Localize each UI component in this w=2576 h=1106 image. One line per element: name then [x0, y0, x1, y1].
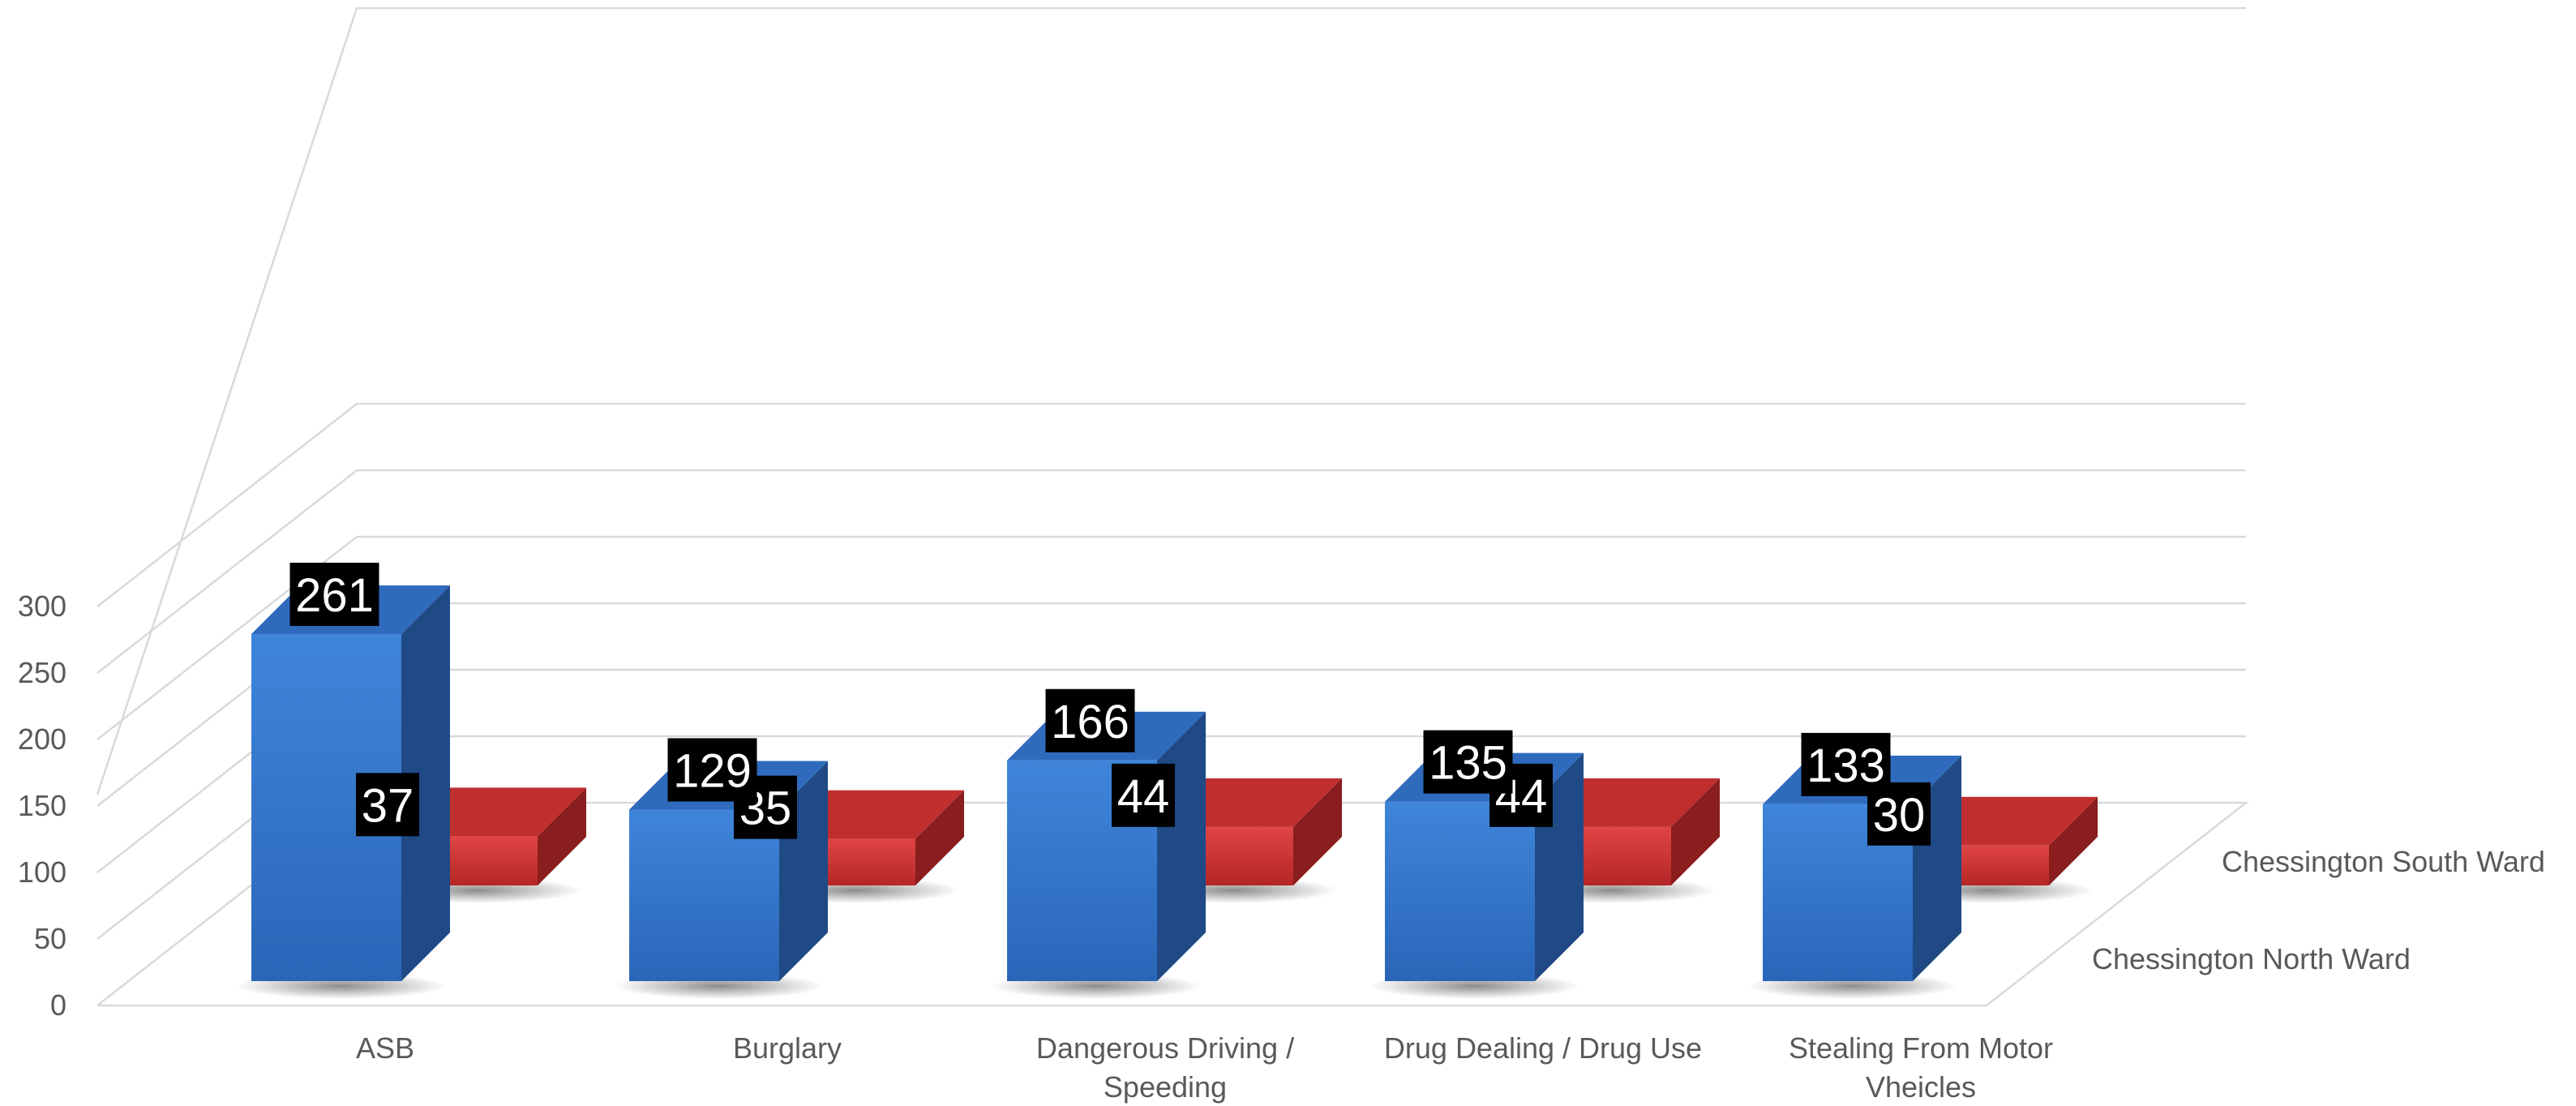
data-label-chessington-south-ward-dangerous-driving-speeding: 44: [1112, 763, 1175, 827]
y-tick-label: 250: [18, 656, 66, 689]
y-tick-label: 300: [18, 589, 66, 623]
category-label-burglary: Burglary: [733, 1031, 842, 1065]
y-tick-label: 200: [18, 722, 66, 756]
category-label-line: ASB: [356, 1031, 414, 1065]
category-label-stealing-from-motor-vheicles: Stealing From Motor Vheicles: [1789, 1031, 2053, 1104]
data-label-chessington-north-ward-burglary: 129: [667, 738, 757, 802]
y-tick-label: 50: [34, 922, 66, 955]
data-label-chessington-south-ward-drug-dealing-drug-use: 44: [1489, 763, 1553, 827]
data-label-text: 166: [1051, 696, 1129, 748]
bar-side: [915, 790, 964, 885]
y-tick-label: 0: [50, 988, 66, 1022]
bar-side: [2049, 796, 2098, 885]
data-label-text: 261: [295, 569, 374, 622]
y-tick-label: 150: [18, 789, 66, 822]
data-label-chessington-north-ward-stealing-from-motor-vheicles: 133: [1801, 732, 1891, 796]
gridline-300: [96, 402, 2246, 607]
category-label-line: Dangerous Driving /: [1036, 1031, 1294, 1065]
category-label-line: Speeding: [1104, 1070, 1227, 1104]
bar-chessington-north-ward-dangerous-driving-speeding: [992, 711, 1206, 999]
data-label-text: 30: [1873, 789, 1926, 842]
category-label-line: Drug Dealing / Drug Use: [1384, 1031, 1702, 1065]
data-label-text: 129: [673, 744, 752, 797]
category-label-line: Vheicles: [1866, 1070, 1976, 1104]
data-label-chessington-north-ward-asb: 261: [289, 562, 379, 626]
data-label-text: 44: [1117, 770, 1170, 823]
category-label-line: Burglary: [733, 1031, 842, 1065]
y-axis: 0 50 100 150 200 250 300: [18, 589, 66, 1022]
category-label-dangerous-driving-speeding: Dangerous Driving / Speeding: [1036, 1031, 1294, 1104]
data-label-bg: [1112, 763, 1175, 827]
category-axis: ASB Burglary Dangerous Driving / Speeding Dr…: [356, 1031, 2053, 1104]
series-label-chessington-south-ward: Chessington South Ward: [2222, 845, 2545, 878]
data-label-bg: [289, 562, 379, 626]
gridline-200: [96, 535, 2246, 740]
data-label-bg: [667, 738, 757, 802]
bar-side: [401, 585, 450, 981]
data-label-text: 133: [1807, 739, 1885, 792]
gridline-250: [96, 469, 2246, 674]
data-label-chessington-south-ward-stealing-from-motor-vheicles: 30: [1867, 782, 1931, 846]
data-label-chessington-south-ward-asb: 37: [356, 773, 419, 837]
data-label-chessington-north-ward-dangerous-driving-speeding: 166: [1045, 688, 1135, 752]
category-label-drug-dealing-drug-use: Drug Dealing / Drug Use: [1384, 1031, 1702, 1065]
bar-side: [1671, 778, 1720, 885]
category-label-line: Stealing From Motor: [1789, 1031, 2053, 1065]
data-label-bg: [1045, 688, 1135, 752]
data-label-bg: [356, 773, 419, 837]
series-label-chessington-north-ward: Chessington North Ward: [2092, 942, 2411, 975]
y-tick-label: 100: [18, 855, 66, 889]
bar-side: [538, 787, 586, 885]
data-label-bg: [1801, 732, 1891, 796]
bar-side: [1293, 778, 1342, 885]
data-label-text: 37: [362, 779, 414, 832]
category-label-asb: ASB: [356, 1031, 414, 1065]
series-axis: Chessington North Ward Chessington South …: [2092, 845, 2545, 975]
data-label-chessington-north-ward-drug-dealing-drug-use: 135: [1423, 730, 1513, 794]
bar-front: [1385, 801, 1535, 981]
data-label-text: 135: [1429, 737, 1507, 790]
data-label-bg: [1423, 730, 1513, 794]
wall-top-line: [96, 6, 2246, 795]
